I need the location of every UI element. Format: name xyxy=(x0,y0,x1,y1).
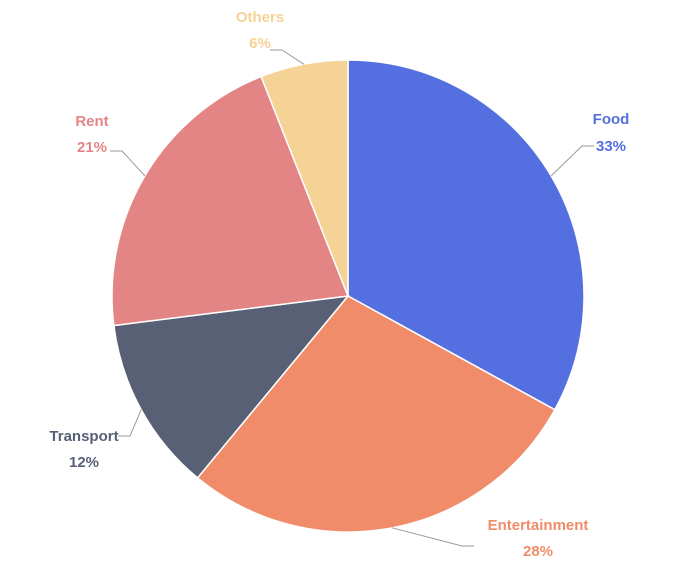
slice-value-others: 6% xyxy=(249,35,271,52)
slice-value-rent: 21% xyxy=(77,139,107,156)
slice-label-food: Food xyxy=(593,111,630,128)
slices-layer xyxy=(111,59,585,533)
slice-label-entertainment: Entertainment xyxy=(488,517,589,534)
labels-layer: Food 33% Entertainment 28% Transport 12% Rent 2… xyxy=(49,9,629,560)
slice-label-transport: Transport xyxy=(49,428,118,445)
pie-slice-others[interactable] xyxy=(260,59,349,297)
leader-line-transport xyxy=(118,409,142,437)
pie-slice-rent[interactable] xyxy=(111,75,350,327)
slice-value-entertainment: 28% xyxy=(523,543,553,560)
slice-label-others: Others xyxy=(236,9,284,26)
leader-line-others xyxy=(270,49,305,65)
pie-slice-entertainment[interactable] xyxy=(196,295,556,533)
leader-line-entertainment xyxy=(392,527,474,547)
pie-slice-food[interactable] xyxy=(347,59,585,411)
leader-line-food xyxy=(550,145,594,177)
slice-value-transport: 12% xyxy=(69,454,99,471)
slice-label-rent: Rent xyxy=(75,113,108,130)
leader-line-rent xyxy=(110,150,146,177)
leader-lines-layer xyxy=(110,49,594,547)
slice-value-food: 33% xyxy=(596,138,626,155)
